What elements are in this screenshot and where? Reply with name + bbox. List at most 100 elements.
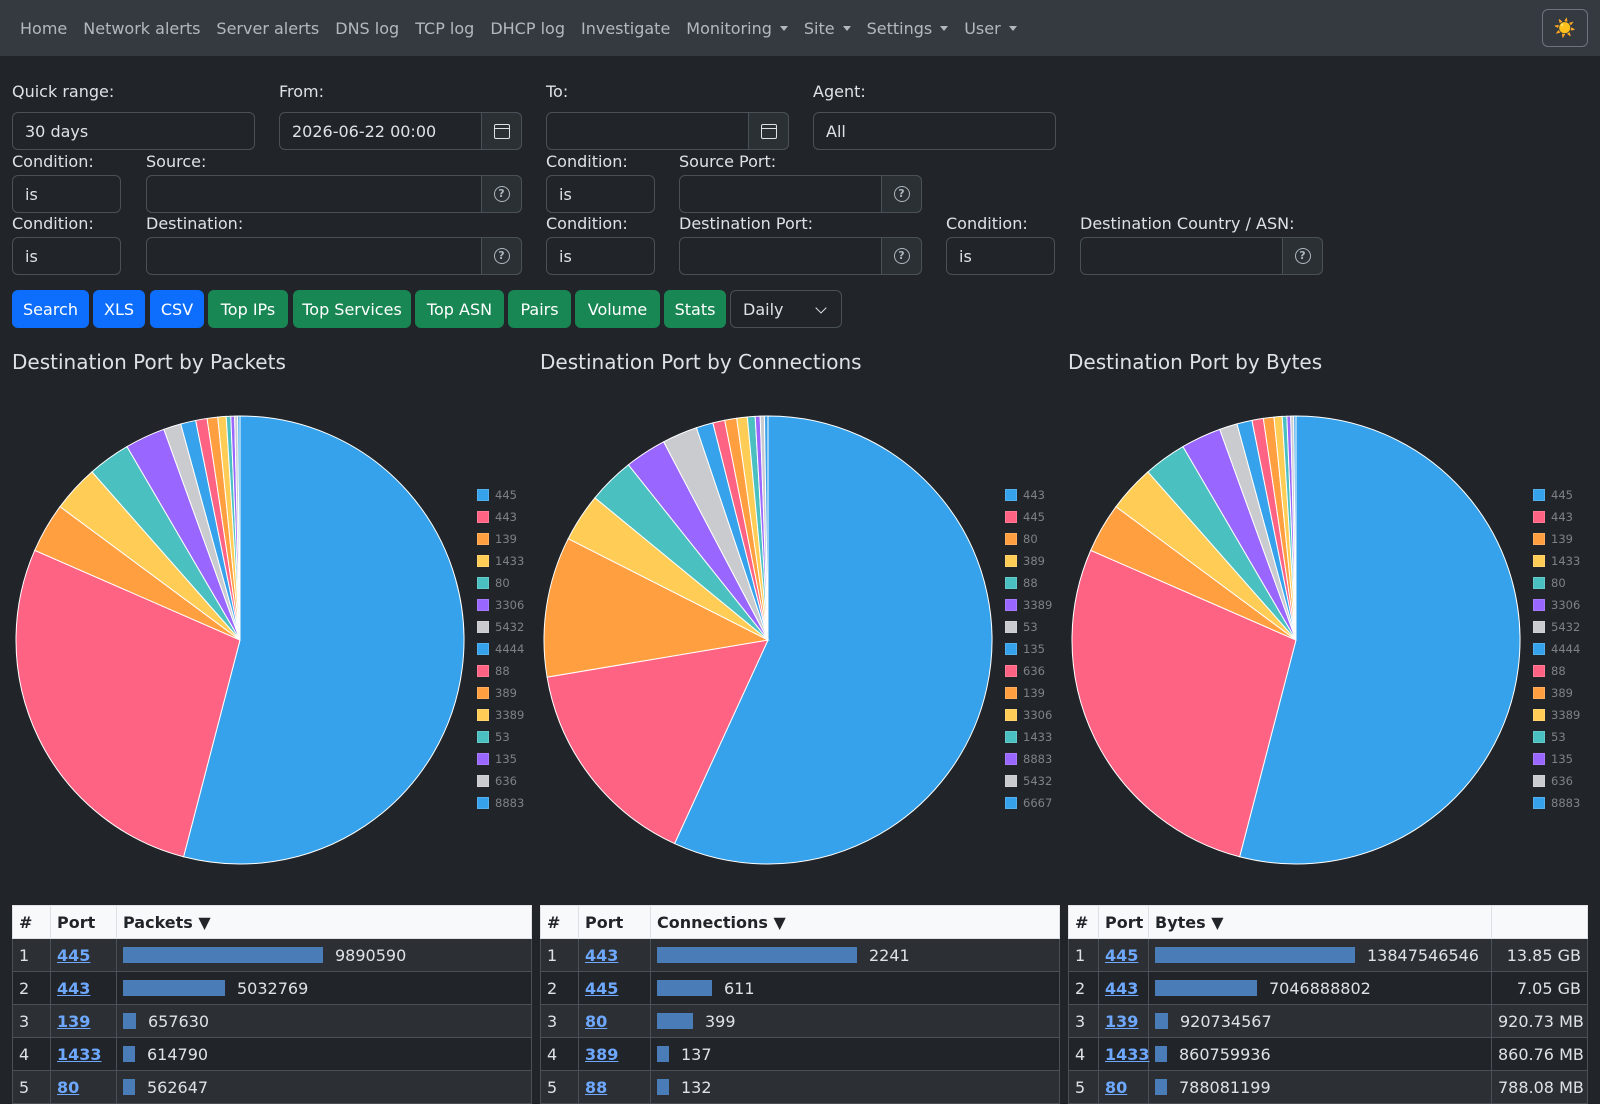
legend-item[interactable]: 53 <box>1005 616 1052 638</box>
source-condition-select[interactable]: is <box>12 175 121 213</box>
legend-item[interactable]: 139 <box>477 528 524 550</box>
dest-country-field[interactable] <box>1093 246 1310 266</box>
legend-item[interactable]: 443 <box>477 506 524 528</box>
destination-help-button[interactable]: ? <box>481 237 522 275</box>
column-header[interactable]: Packets ▼ <box>116 905 532 939</box>
nav-dns-log[interactable]: DNS log <box>335 19 399 38</box>
from-input[interactable] <box>279 112 522 150</box>
legend-item[interactable]: 445 <box>477 484 524 506</box>
port-link[interactable]: 443 <box>585 945 619 965</box>
search-button[interactable]: Search <box>12 290 89 328</box>
legend-item[interactable]: 636 <box>1533 770 1580 792</box>
legend-item[interactable]: 8883 <box>1005 748 1052 770</box>
legend-item[interactable]: 636 <box>1005 660 1052 682</box>
theme-toggle-button[interactable]: ☀️ <box>1542 9 1588 47</box>
pie-slice-8883[interactable] <box>1293 415 1297 641</box>
destination-field[interactable] <box>159 246 509 266</box>
legend-item[interactable]: 1433 <box>1005 726 1052 748</box>
legend-item[interactable]: 3389 <box>477 704 524 726</box>
from-calendar-button[interactable] <box>481 112 522 150</box>
nav-network-alerts[interactable]: Network alerts <box>83 19 200 38</box>
legend-item[interactable]: 389 <box>477 682 524 704</box>
legend-item[interactable]: 53 <box>1533 726 1580 748</box>
source-help-button[interactable]: ? <box>481 175 522 213</box>
legend-item[interactable]: 139 <box>1005 682 1052 704</box>
legend-item[interactable]: 88 <box>477 660 524 682</box>
xls-button[interactable]: XLS <box>93 290 145 328</box>
column-header[interactable]: Connections ▼ <box>650 905 1060 939</box>
legend-item[interactable]: 3306 <box>1005 704 1052 726</box>
legend-item[interactable]: 8883 <box>477 792 524 814</box>
legend-item[interactable]: 80 <box>477 572 524 594</box>
legend-item[interactable]: 80 <box>1005 528 1052 550</box>
legend-item[interactable]: 3306 <box>1533 594 1580 616</box>
pie-slice-6667[interactable] <box>763 415 769 641</box>
legend-item[interactable]: 1433 <box>477 550 524 572</box>
source-input[interactable]: ? <box>146 175 522 213</box>
pairs-button[interactable]: Pairs <box>508 290 571 328</box>
legend-item[interactable]: 135 <box>477 748 524 770</box>
agent-select[interactable]: All <box>813 112 1056 150</box>
legend-item[interactable]: 445 <box>1533 484 1580 506</box>
column-header[interactable]: Bytes ▼ <box>1148 905 1492 939</box>
port-link[interactable]: 139 <box>57 1011 91 1031</box>
to-calendar-button[interactable] <box>748 112 789 150</box>
legend-item[interactable]: 6667 <box>1005 792 1052 814</box>
top-asn-button[interactable]: Top ASN <box>415 290 504 328</box>
destination-port-help-button[interactable]: ? <box>881 237 922 275</box>
legend-item[interactable]: 8883 <box>1533 792 1580 814</box>
interval-select[interactable]: Daily <box>730 290 842 328</box>
source-port-condition-select[interactable]: is <box>546 175 655 213</box>
destination-port-input[interactable]: ? <box>679 237 922 275</box>
quick-range-select[interactable]: 30 days <box>12 112 255 150</box>
pie-slice-445[interactable] <box>546 639 769 845</box>
nav-server-alerts[interactable]: Server alerts <box>216 19 319 38</box>
nav-user[interactable]: User <box>964 19 1017 38</box>
volume-button[interactable]: Volume <box>575 290 660 328</box>
legend-item[interactable]: 3389 <box>1533 704 1580 726</box>
to-field[interactable] <box>559 121 776 141</box>
port-link[interactable]: 389 <box>585 1044 619 1064</box>
legend-item[interactable]: 1433 <box>1533 550 1580 572</box>
legend-item[interactable]: 88 <box>1005 572 1052 594</box>
pie-slice-443[interactable] <box>15 549 241 858</box>
port-link[interactable]: 88 <box>585 1077 608 1097</box>
legend-item[interactable]: 135 <box>1005 638 1052 660</box>
source-port-input[interactable]: ? <box>679 175 922 213</box>
legend-item[interactable]: 443 <box>1005 484 1052 506</box>
legend-item[interactable]: 4444 <box>1533 638 1580 660</box>
port-link[interactable]: 443 <box>57 978 91 998</box>
port-link[interactable]: 1433 <box>1105 1044 1150 1064</box>
source-field[interactable] <box>159 184 509 204</box>
pie-slice-445[interactable] <box>182 415 465 865</box>
legend-item[interactable]: 636 <box>477 770 524 792</box>
destination-condition-select[interactable]: is <box>12 237 121 275</box>
legend-item[interactable]: 3306 <box>477 594 524 616</box>
legend-item[interactable]: 5432 <box>477 616 524 638</box>
nav-site[interactable]: Site <box>804 19 851 38</box>
source-port-help-button[interactable]: ? <box>881 175 922 213</box>
legend-item[interactable]: 445 <box>1005 506 1052 528</box>
port-link[interactable]: 139 <box>1105 1011 1139 1031</box>
legend-item[interactable]: 3389 <box>1005 594 1052 616</box>
pie-slice-8883[interactable] <box>237 415 241 641</box>
from-field[interactable] <box>292 121 509 141</box>
pie-slice-80[interactable] <box>543 537 770 678</box>
port-link[interactable]: 445 <box>1105 945 1139 965</box>
legend-item[interactable]: 53 <box>477 726 524 748</box>
port-link[interactable]: 445 <box>57 945 91 965</box>
legend-item[interactable]: 5432 <box>1533 616 1580 638</box>
nav-home[interactable]: Home <box>20 19 67 38</box>
to-input[interactable] <box>546 112 789 150</box>
nav-settings[interactable]: Settings <box>867 19 949 38</box>
pie-slice-443[interactable] <box>673 415 993 865</box>
port-link[interactable]: 445 <box>585 978 619 998</box>
port-link[interactable]: 1433 <box>57 1044 102 1064</box>
nav-monitoring[interactable]: Monitoring <box>686 19 788 38</box>
legend-item[interactable]: 5432 <box>1005 770 1052 792</box>
legend-item[interactable]: 80 <box>1533 572 1580 594</box>
dest-country-input[interactable]: ? <box>1080 237 1323 275</box>
legend-item[interactable]: 389 <box>1533 682 1580 704</box>
pie-slice-445[interactable] <box>1239 415 1521 865</box>
destination-port-field[interactable] <box>692 246 909 266</box>
